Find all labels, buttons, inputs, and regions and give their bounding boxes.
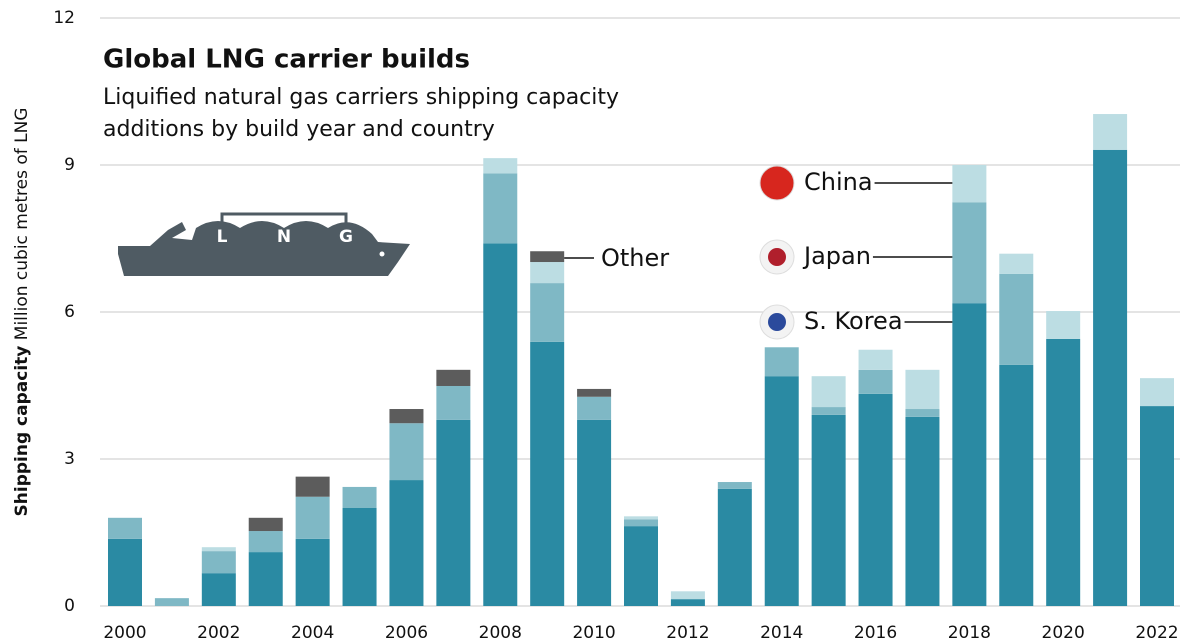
legend-label: Japan: [802, 242, 871, 270]
bar-segment: [483, 158, 518, 174]
bar-segment: [154, 598, 189, 606]
bars: [108, 114, 1174, 606]
bar-segment: [389, 409, 424, 424]
flag-dot: [768, 248, 786, 266]
y-tick-label: 12: [53, 8, 75, 28]
bar-segment: [1046, 338, 1081, 606]
x-tick-label: 2020: [1042, 623, 1085, 643]
bar-segment: [670, 599, 705, 606]
bar-segment: [952, 303, 987, 606]
bar-segment: [952, 165, 987, 203]
x-tick-label: 2014: [760, 623, 803, 643]
bar-segment: [1140, 378, 1174, 407]
annotations: China Japan S. Korea Other: [564, 165, 953, 340]
bar-segment: [624, 526, 658, 606]
bar-segment: [389, 480, 424, 606]
bar-segment: [201, 573, 236, 606]
x-tick-label: 2022: [1135, 623, 1178, 643]
bar-segment: [952, 202, 987, 304]
bar-segment: [295, 496, 330, 539]
bar-segment: [999, 364, 1034, 606]
ship-letter: L: [217, 227, 228, 247]
bar-segment: [999, 273, 1034, 365]
x-tick-label: 2018: [948, 623, 991, 643]
x-tick-label: 2002: [197, 623, 240, 643]
bar-segment: [483, 173, 518, 244]
bar-segment: [999, 253, 1034, 274]
bar-segment: [577, 396, 612, 420]
bar-segment: [1093, 114, 1128, 150]
bar-segment: [248, 531, 283, 553]
x-tick-label: 2000: [103, 623, 146, 643]
subtitle: Liquified natural gas carriers shipping …: [103, 85, 619, 110]
bar-segment: [248, 552, 283, 606]
bar-segment: [342, 486, 377, 508]
y-tick-label: 6: [64, 302, 75, 322]
bar-segment: [1140, 406, 1174, 606]
bar-segment: [108, 538, 142, 606]
bar-segment: [905, 416, 940, 606]
bar-segment: [858, 349, 893, 370]
bar-segment: [670, 591, 705, 600]
ship-icon: L N G: [118, 212, 410, 276]
bar-segment: [624, 519, 658, 527]
grid: 0 3 6 9 12 2000 2002 2004 2006 2008 2010 2012 2014 20…: [53, 8, 1180, 643]
bar-segment: [1093, 149, 1128, 606]
bar-segment: [1046, 311, 1081, 339]
subtitle: additions by build year and country: [103, 117, 495, 142]
flag-icon: [759, 165, 795, 201]
legend-label: Other: [601, 244, 669, 272]
bar-segment: [530, 262, 565, 284]
ship-letter: G: [339, 227, 353, 247]
bar-segment: [201, 551, 236, 574]
y-axis-label-bold: Shipping capacity: [12, 346, 32, 517]
bar-segment: [201, 547, 236, 552]
chart-title: Global LNG carrier builds: [103, 45, 470, 75]
bar-segment: [811, 376, 846, 408]
x-tick-label: 2008: [479, 623, 522, 643]
legend-label: China: [804, 168, 873, 196]
x-tick-label: 2004: [291, 623, 334, 643]
x-tick-label: 2012: [666, 623, 709, 643]
bar-segment: [436, 419, 471, 606]
bar-segment: [342, 508, 377, 606]
bar-segment: [436, 385, 471, 420]
bar-segment: [858, 369, 893, 394]
bar-segment: [764, 347, 799, 377]
x-tick-label: 2010: [572, 623, 615, 643]
bar-segment: [530, 283, 565, 342]
x-tick-label: 2006: [385, 623, 428, 643]
bar-segment: [905, 369, 940, 410]
bar-segment: [436, 369, 471, 386]
bar-segment: [295, 538, 330, 606]
flag-dot: [768, 313, 786, 331]
legend-label: S. Korea: [804, 307, 903, 335]
bar-segment: [389, 423, 424, 481]
ship-letter: N: [277, 227, 291, 247]
bar-segment: [764, 376, 799, 606]
bar-segment: [858, 393, 893, 606]
bar-segment: [624, 516, 658, 520]
y-tick-label: 9: [64, 155, 75, 175]
x-tick-label: 2016: [854, 623, 897, 643]
bar-segment: [530, 251, 565, 263]
bar-segment: [905, 409, 940, 417]
bar-segment: [811, 414, 846, 606]
y-axis-label: Shipping capacity Million cubic metres o…: [12, 108, 32, 517]
y-tick-label: 3: [64, 449, 75, 469]
bar-segment: [577, 388, 612, 397]
y-tick-label: 0: [64, 596, 75, 616]
bar-segment: [717, 482, 752, 489]
bar-segment: [811, 407, 846, 415]
bar-segment: [530, 341, 565, 606]
bar-segment: [717, 488, 752, 606]
bar-segment: [483, 243, 518, 606]
bar-segment: [295, 476, 330, 497]
bar-segment: [577, 419, 612, 606]
bar-segment: [248, 517, 283, 532]
y-axis-label-unit: Million cubic metres of LNG: [12, 108, 32, 341]
bar-segment: [108, 517, 142, 539]
